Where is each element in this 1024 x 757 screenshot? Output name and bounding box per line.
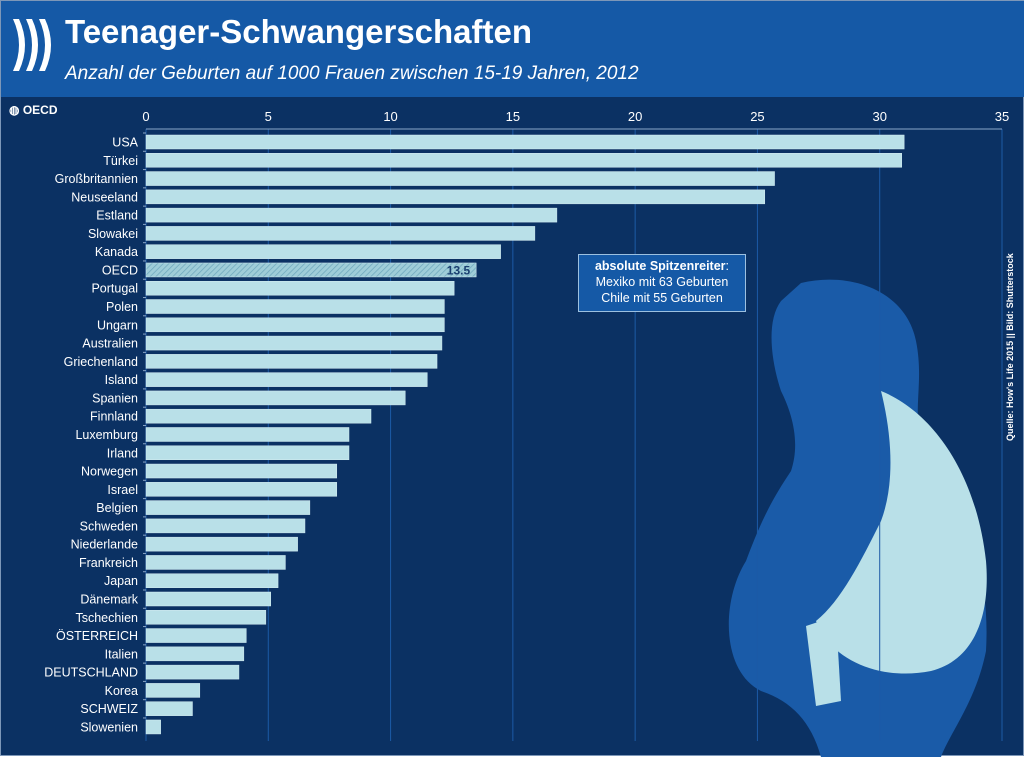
category-label: Norwegen [81,465,138,479]
category-label: Finnland [90,410,138,424]
x-axis: 0 5 10 15 20 25 30 35 [142,109,1009,719]
bar-oecd [145,262,477,278]
category-label: Spanien [92,391,138,405]
bar-polen [145,299,445,314]
category-label: Kanada [95,245,138,259]
annotation-title: absolute Spitzenreiter [594,259,726,273]
bar-island [145,372,428,387]
category-label: OECD [102,263,138,277]
oecd-logo-text: OECD [22,103,58,117]
category-label: Schweden [80,519,138,533]
x-tick-label: 10 [383,109,397,124]
x-tick-label: 0 [142,109,149,124]
category-label: Israel [107,483,138,497]
bar-neuseeland [145,189,766,205]
bar-irland [145,445,350,461]
category-label: Slowenien [80,720,138,734]
category-label: Ungarn [97,318,138,332]
category-label: SCHWEIZ [80,702,138,716]
oecd-logo: ◍ OECD [9,103,58,117]
bar-slowenien [145,719,161,735]
category-label: Australien [82,337,138,351]
bar-großbritannien [145,171,775,186]
bar-ungarn [145,317,445,333]
bar-korea [145,683,201,698]
category-label: Niederlande [71,538,138,552]
category-label: DEUTSCHLAND [44,666,138,680]
category-label: Großbritannien [55,172,138,186]
category-label: Estland [96,209,138,223]
oecd-data-label: 13.5 [447,263,471,277]
bar-frankreich [145,555,286,570]
x-tick-label: 5 [265,109,272,124]
bar-deutschland [145,664,240,680]
bars: 13.5 [145,134,905,735]
source-note: Quelle: How's Life 2015 || Bild: Shutter… [1005,253,1015,441]
category-label: Portugal [91,282,138,296]
x-tick-label: 35 [995,109,1009,124]
category-label: Frankreich [79,556,138,570]
x-tick-label: 25 [750,109,764,124]
bar-österreich [145,628,247,643]
bar-türkei [145,153,902,168]
oecd-chevrons-logo [13,19,51,71]
annotation-line-2: Chile mit 55 Geburten [601,291,723,305]
category-label: Dänemark [80,593,138,607]
annotation-box: absolute Spitzenreiter: Mexiko mit 63 Ge… [578,254,746,312]
category-label: Slowakei [88,227,138,241]
bar-finnland [145,408,372,424]
annotation-line-1: Mexiko mit 63 Geburten [595,275,729,289]
category-label: Luxemburg [75,428,138,442]
category-label: Neuseeland [71,190,138,204]
bar-slowakei [145,226,536,241]
chart-subtitle: Anzahl der Geburten auf 1000 Frauen zwis… [65,63,639,84]
category-label: Türkei [103,154,138,168]
category-label: Japan [104,574,138,588]
category-label: Polen [106,300,138,314]
bar-schweiz [145,701,193,716]
chart-title: Teenager-Schwangerschaften [65,13,533,50]
bar-kanada [145,244,501,259]
pregnant-teen-silhouette [728,279,987,757]
category-label: Belgien [96,501,138,515]
bar-griechenland [145,354,438,369]
category-label: Korea [105,684,138,698]
x-tick-label: 20 [628,109,642,124]
bar-australien [145,335,443,351]
x-tick-label: 15 [506,109,520,124]
x-tick-label: 30 [872,109,886,124]
bar-spanien [145,390,406,406]
category-label: ÖSTERREICH [56,629,138,643]
header: Teenager-Schwangerschaften Anzahl der Ge… [1,1,1024,97]
category-labels: USA Türkei Großbritannien Neuseeland Estland… [44,136,139,735]
bar-estland [145,207,558,223]
bar-italien [145,646,245,662]
bar-tschechien [145,610,267,625]
bar-japan [145,573,279,588]
bar-portugal [145,280,455,296]
category-label: Italien [105,647,138,661]
bar-dänemark [145,591,271,607]
bar-belgien [145,500,311,515]
category-label: USA [112,136,138,150]
bar-schweden [145,518,306,534]
bar-luxemburg [145,427,350,442]
category-label: Griechenland [64,355,138,369]
bar-norwegen [145,463,338,479]
bar-israel [145,482,338,497]
category-label: Island [105,373,138,387]
bar-niederlande [145,536,298,552]
category-label: Irland [107,446,138,460]
bar-usa [145,134,905,150]
category-label: Tschechien [75,611,138,625]
